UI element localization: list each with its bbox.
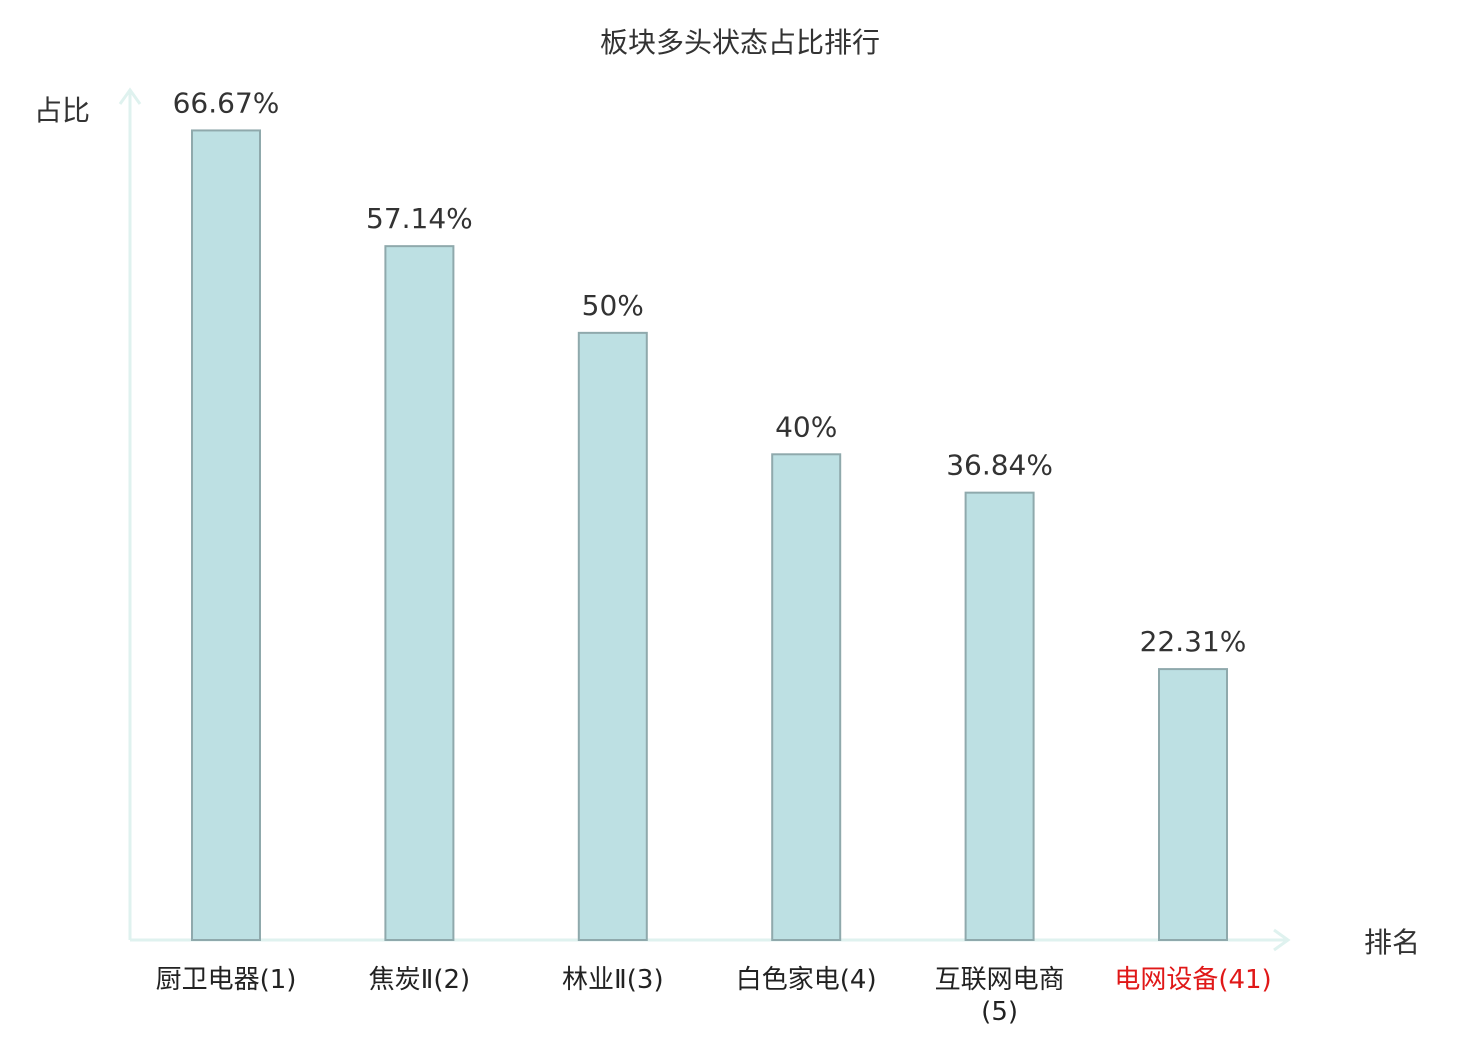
value-label: 40% <box>775 410 837 443</box>
x-tick-label: 互联网电商(5) <box>934 965 1065 1027</box>
value-label: 66.67% <box>173 86 280 119</box>
x-tick-label: 焦炭Ⅱ(2) <box>368 965 471 995</box>
bar <box>1158 668 1228 941</box>
x-tick-label: 白色家电(4) <box>735 965 877 995</box>
bar <box>577 331 648 942</box>
bar <box>771 453 842 941</box>
bar <box>384 245 455 941</box>
bar <box>964 491 1035 941</box>
x-axis-arrow <box>1273 928 1291 952</box>
x-tick-label: 厨卫电器(1) <box>155 965 297 995</box>
value-label: 36.84% <box>946 449 1053 482</box>
x-axis-label: 排名 <box>1364 926 1420 959</box>
value-label: 57.14% <box>366 202 473 235</box>
chart-title: 板块多头状态占比排行 <box>600 26 880 59</box>
x-tick-label: 林业Ⅱ(3) <box>561 965 664 995</box>
value-label: 22.31% <box>1140 625 1247 658</box>
y-axis-arrow <box>118 87 142 105</box>
value-label: 50% <box>582 289 644 322</box>
x-tick-label: 电网设备(41) <box>1114 965 1272 995</box>
bar <box>191 129 261 941</box>
y-axis-label: 占比 <box>34 94 90 127</box>
